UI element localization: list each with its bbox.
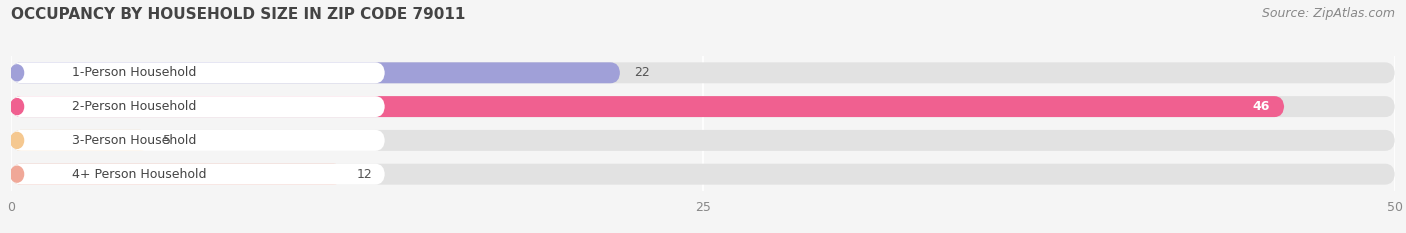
Text: 3-Person Household: 3-Person Household	[72, 134, 197, 147]
FancyBboxPatch shape	[11, 62, 385, 83]
FancyBboxPatch shape	[11, 96, 385, 117]
Text: 4+ Person Household: 4+ Person Household	[72, 168, 207, 181]
FancyBboxPatch shape	[11, 130, 149, 151]
FancyBboxPatch shape	[11, 96, 1284, 117]
Text: 22: 22	[634, 66, 650, 79]
Text: 46: 46	[1253, 100, 1270, 113]
FancyBboxPatch shape	[11, 62, 620, 83]
Text: 2-Person Household: 2-Person Household	[72, 100, 197, 113]
Text: 12: 12	[357, 168, 373, 181]
Text: Source: ZipAtlas.com: Source: ZipAtlas.com	[1261, 7, 1395, 20]
Circle shape	[10, 99, 24, 115]
Circle shape	[10, 166, 24, 182]
FancyBboxPatch shape	[11, 62, 1395, 83]
Text: 5: 5	[163, 134, 172, 147]
FancyBboxPatch shape	[11, 164, 343, 185]
FancyBboxPatch shape	[11, 164, 385, 185]
FancyBboxPatch shape	[11, 130, 1395, 151]
FancyBboxPatch shape	[11, 96, 1395, 117]
Circle shape	[10, 132, 24, 148]
FancyBboxPatch shape	[11, 130, 385, 151]
Circle shape	[10, 65, 24, 81]
FancyBboxPatch shape	[11, 164, 1395, 185]
Text: OCCUPANCY BY HOUSEHOLD SIZE IN ZIP CODE 79011: OCCUPANCY BY HOUSEHOLD SIZE IN ZIP CODE …	[11, 7, 465, 22]
Text: 1-Person Household: 1-Person Household	[72, 66, 197, 79]
